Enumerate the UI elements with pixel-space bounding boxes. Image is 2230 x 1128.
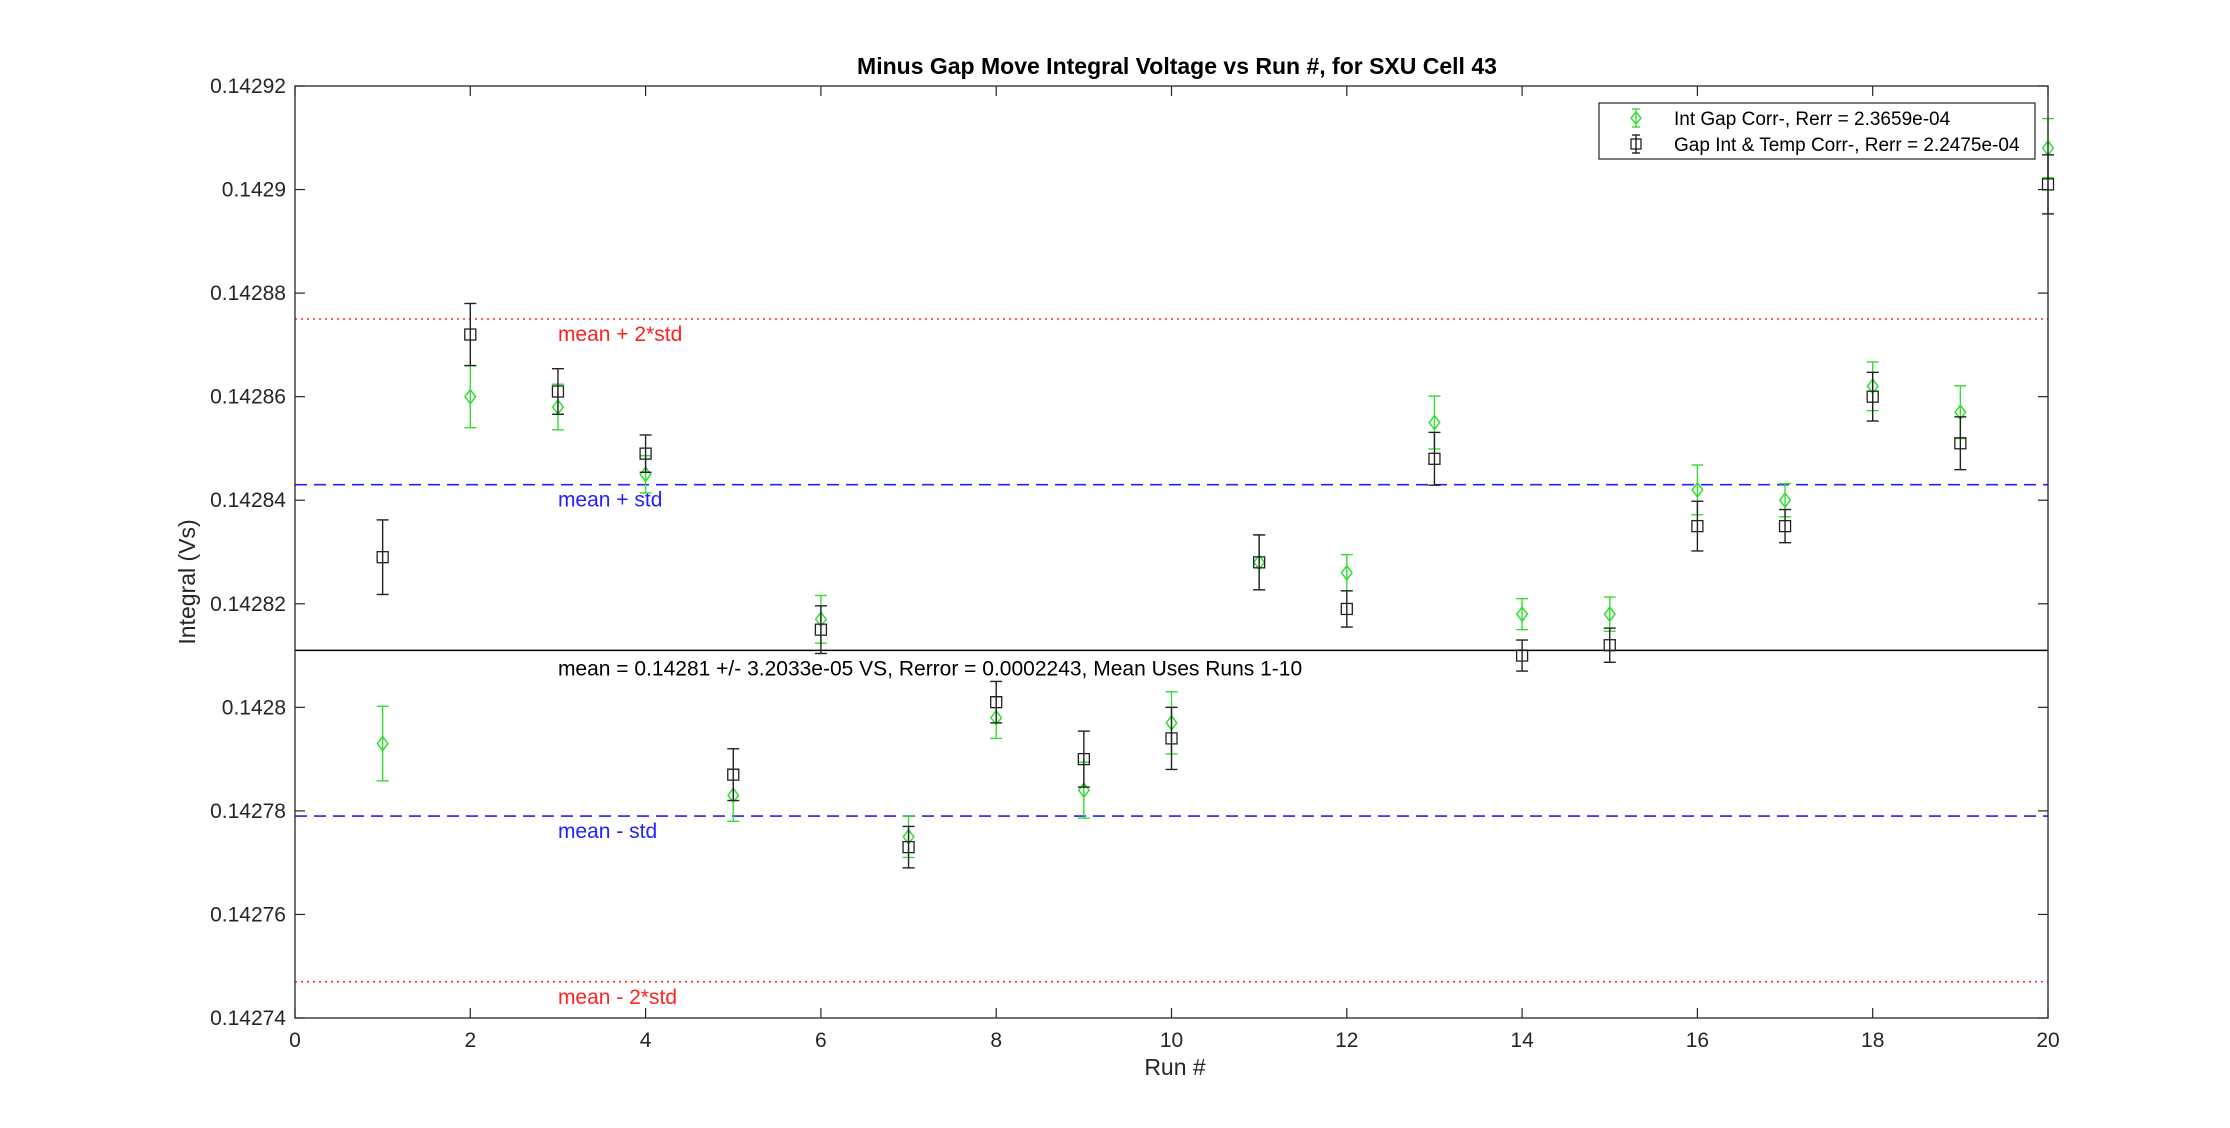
y-tick-label: 0.1429 bbox=[222, 179, 286, 202]
square-marker bbox=[1691, 519, 1704, 533]
series-2-point-6 bbox=[814, 605, 828, 655]
series-2-point-11 bbox=[1253, 534, 1266, 591]
series-2-point-15 bbox=[1603, 627, 1616, 663]
series-1-point-14 bbox=[1515, 597, 1529, 631]
square-marker bbox=[1165, 732, 1178, 745]
series-2-point-9 bbox=[1077, 730, 1090, 788]
series-2-point-19 bbox=[1954, 416, 1967, 471]
square-marker bbox=[902, 840, 915, 854]
diamond-marker bbox=[464, 388, 477, 405]
legend-diamond-marker bbox=[1630, 110, 1642, 126]
series-2-point-5 bbox=[727, 748, 740, 802]
square-marker bbox=[727, 768, 740, 781]
diamond-marker bbox=[1340, 564, 1353, 581]
series-2-point-13 bbox=[1428, 431, 1441, 486]
legend: Int Gap Corr-, Rerr = 2.3659e-04 Gap Int … bbox=[1598, 102, 2036, 160]
square-marker bbox=[1603, 639, 1616, 652]
series-2-point-4 bbox=[639, 434, 652, 473]
x-tick-label: 10 bbox=[1160, 1029, 1183, 1052]
y-tick-label: 0.14282 bbox=[210, 593, 286, 616]
reference-line-label-1: mean + 2*std bbox=[558, 323, 682, 346]
square-marker bbox=[464, 328, 477, 341]
chart-title: Minus Gap Move Integral Voltage vs Run #… bbox=[857, 53, 1497, 79]
series-1-point-1 bbox=[376, 705, 389, 782]
diamond-marker bbox=[1778, 491, 1792, 509]
x-tick-label: 16 bbox=[1686, 1029, 1709, 1052]
square-marker bbox=[1077, 752, 1090, 766]
square-marker bbox=[1866, 390, 1879, 403]
y-tick-label: 0.14276 bbox=[210, 903, 286, 926]
y-tick-label: 0.14292 bbox=[210, 75, 286, 98]
series-2-point-1 bbox=[376, 519, 389, 596]
square-marker bbox=[1778, 519, 1792, 533]
square-marker bbox=[639, 447, 652, 460]
diamond-marker bbox=[1691, 481, 1704, 499]
reference-line-label-5: mean - 2*std bbox=[558, 986, 677, 1009]
square-marker bbox=[376, 551, 389, 564]
reference-line-label-3: mean = 0.14281 +/- 3.2033e-05 VS, Rerror… bbox=[558, 657, 1302, 680]
y-tick-label: 0.1428 bbox=[222, 696, 286, 719]
square-marker bbox=[1340, 602, 1353, 616]
square-marker bbox=[551, 385, 565, 398]
diamond-marker bbox=[1515, 605, 1529, 623]
x-tick-label: 2 bbox=[464, 1029, 476, 1052]
series-2-point-10 bbox=[1165, 706, 1178, 771]
series-2-point-3 bbox=[551, 368, 565, 415]
x-tick-label: 14 bbox=[1510, 1029, 1534, 1052]
plot-area: mean + 2*std mean + std mean = 0.14281 +/-… bbox=[210, 75, 2060, 1052]
series-2-point-17 bbox=[1778, 508, 1792, 544]
y-tick-label: 0.14288 bbox=[210, 282, 286, 305]
square-marker bbox=[990, 696, 1003, 709]
x-tick-label: 20 bbox=[2036, 1029, 2059, 1052]
series-2-point-12 bbox=[1340, 590, 1353, 628]
series-2-point-18 bbox=[1866, 371, 1879, 422]
legend-label: Gap Int & Temp Corr-, Rerr = 2.2475e-04 bbox=[1674, 135, 2020, 156]
reference-line-label-2: mean + std bbox=[558, 489, 662, 512]
diamond-marker bbox=[990, 709, 1003, 726]
series-2-point-16 bbox=[1691, 500, 1704, 552]
x-tick-label: 12 bbox=[1335, 1029, 1358, 1052]
legend-square-marker bbox=[1630, 138, 1642, 150]
square-marker bbox=[1954, 437, 1967, 450]
series-2-point-2 bbox=[464, 302, 477, 367]
x-tick-label: 18 bbox=[1861, 1029, 1884, 1052]
diamond-marker bbox=[1077, 781, 1091, 799]
x-axis-label: Run # bbox=[1144, 1054, 1206, 1080]
square-marker bbox=[814, 623, 828, 636]
legend-label: Int Gap Corr-, Rerr = 2.3659e-04 bbox=[1674, 109, 1951, 130]
x-tick-label: 0 bbox=[289, 1029, 301, 1052]
diamond-marker bbox=[1428, 414, 1441, 431]
legend-entry-1: Int Gap Corr-, Rerr = 2.3659e-04 bbox=[1630, 108, 1951, 130]
diamond-marker bbox=[1603, 605, 1616, 623]
series-2-point-14 bbox=[1515, 639, 1529, 672]
x-tick-label: 4 bbox=[640, 1029, 652, 1052]
x-tick-label: 6 bbox=[815, 1029, 827, 1052]
square-marker bbox=[1428, 452, 1441, 465]
y-tick-label: 0.14278 bbox=[210, 800, 286, 823]
series-2-point-7 bbox=[902, 825, 915, 869]
series-2-point-8 bbox=[990, 680, 1003, 724]
y-tick-label: 0.14286 bbox=[210, 386, 286, 409]
y-axis-label: Integral (Vs) bbox=[174, 519, 200, 644]
reference-line-label-4: mean - std bbox=[558, 820, 657, 843]
square-marker bbox=[1515, 649, 1529, 662]
y-tick-label: 0.14274 bbox=[210, 1007, 286, 1030]
square-marker bbox=[1253, 556, 1266, 569]
legend-box bbox=[1598, 102, 2036, 160]
x-tick-label: 8 bbox=[990, 1029, 1002, 1052]
legend-entry-2: Gap Int & Temp Corr-, Rerr = 2.2475e-04 bbox=[1630, 134, 2020, 156]
diamond-marker bbox=[376, 735, 389, 752]
diamond-marker bbox=[727, 787, 740, 804]
y-tick-label: 0.14284 bbox=[210, 489, 286, 512]
